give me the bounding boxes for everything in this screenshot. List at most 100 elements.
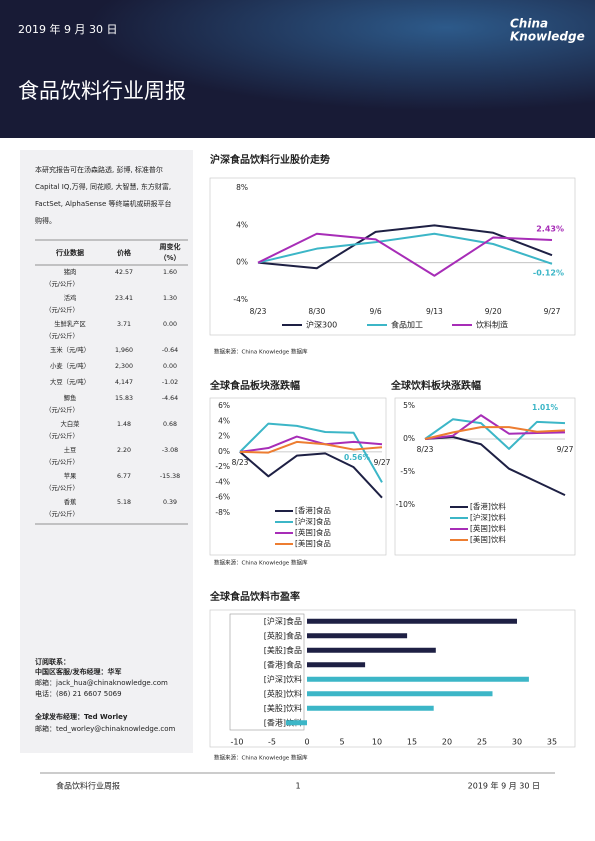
- row-price: 1.48: [117, 421, 131, 428]
- legend-label: 沪深300: [306, 320, 337, 330]
- x-tick-label: 15: [407, 738, 417, 747]
- header-date: 2019 年 9 月 30 日: [18, 22, 117, 36]
- row-price: 2,300: [115, 363, 133, 370]
- y-tick-label: [沪深]饮料: [264, 674, 302, 684]
- chart-title: 沪深食品饮料行业股价走势: [210, 153, 330, 166]
- header-title: 食品饮料行业周报: [18, 79, 186, 103]
- table-header: 价格: [117, 248, 132, 257]
- chart-source: 数据来源：China Knowledge 数据库: [214, 559, 308, 567]
- row-name: 猪肉: [64, 267, 77, 276]
- y-tick-label: -6%: [215, 493, 230, 502]
- bar: [307, 705, 434, 711]
- row-change: -0.64: [162, 347, 178, 354]
- legend-label: 饮料制造: [476, 320, 508, 330]
- contact: 邮箱：jack_hua@chinaknowledge.com: [35, 678, 168, 687]
- series-line: [424, 418, 566, 450]
- row-unit: （元/公斤）: [45, 457, 79, 466]
- row-price: 2.20: [117, 447, 131, 454]
- row-change: 0.68: [163, 421, 177, 428]
- series-line: [424, 436, 566, 497]
- x-tick-label: 8/23: [250, 307, 267, 316]
- chart-frame: [209, 397, 387, 556]
- bar: [307, 676, 529, 682]
- x-tick-label: 20: [442, 738, 452, 747]
- contact: 全球发布经理：Ted Worley: [34, 712, 128, 721]
- table-header: 周变化: [160, 242, 181, 251]
- row-unit: （元/公斤）: [45, 331, 79, 340]
- sidebar: [20, 150, 193, 753]
- x-tick-label: 9/27: [557, 445, 574, 454]
- chart-frame: [394, 397, 576, 556]
- y-tick-label: [沪深]食品: [264, 616, 302, 626]
- bar: [307, 633, 408, 639]
- legend-label: [沪深]饮料: [470, 512, 506, 522]
- row-price: 15.83: [115, 395, 133, 402]
- y-tick-label: 0%: [236, 258, 248, 267]
- chart-source: 数据来源：China Knowledge 数据库: [214, 348, 308, 356]
- x-tick-label: 9/27: [544, 307, 561, 316]
- series-line: [239, 422, 383, 483]
- y-tick-label: -4%: [215, 477, 230, 486]
- intro-line: FactSet, AlphaSense 等终端机或研报平台: [35, 199, 171, 208]
- row-price: 1,960: [115, 347, 133, 354]
- y-tick-label: 5%: [403, 401, 415, 410]
- y-tick-label: [英股]饮料: [264, 688, 302, 698]
- y-tick-label: -5%: [400, 467, 415, 476]
- chart-frame: [209, 609, 576, 748]
- row-change: 0.00: [163, 363, 177, 370]
- row-name: 大白菜: [61, 419, 81, 428]
- contact: 订阅联系：: [35, 657, 70, 666]
- x-tick-label: 30: [512, 738, 522, 747]
- chart-title: 全球饮料板块涨跌幅: [390, 379, 481, 392]
- series-line: [239, 435, 383, 453]
- brand: China: [510, 17, 548, 31]
- row-change: 0.00: [163, 321, 177, 328]
- series-line: [239, 440, 383, 454]
- x-tick-label: 25: [477, 738, 487, 747]
- contact: 电话：(86) 21 6607 5069: [35, 689, 122, 698]
- bar: [307, 618, 517, 624]
- intro-line: 购得。: [35, 216, 56, 225]
- y-tick-label: -4%: [233, 295, 248, 304]
- x-tick-label: 10: [372, 738, 382, 747]
- chart-frame: [209, 177, 576, 336]
- row-change: -3.08: [162, 447, 178, 454]
- y-tick-label: 4%: [218, 416, 230, 425]
- legend-label: [美国]饮料: [470, 534, 506, 544]
- value-label: -0.12%: [533, 268, 564, 277]
- series-line: [257, 224, 553, 270]
- row-name: 苹果: [64, 471, 77, 480]
- legend-label: [英国]食品: [295, 527, 331, 537]
- legend-label: [香港]饮料: [470, 501, 506, 511]
- x-tick-label: 0: [304, 738, 309, 747]
- page-number: 1: [295, 782, 300, 791]
- row-name: 土豆: [64, 445, 77, 454]
- y-tick-label: 6%: [218, 401, 230, 410]
- y-tick-label: [香港]饮料: [264, 717, 302, 727]
- legend-label: [沪深]食品: [295, 516, 331, 526]
- x-tick-label: -10: [230, 738, 243, 747]
- row-name: 活鸡: [64, 293, 77, 302]
- series-line: [257, 232, 553, 277]
- y-tick-label: [美股]食品: [264, 645, 302, 655]
- legend-label: [美国]食品: [295, 538, 331, 548]
- legend-label: 食品加工: [391, 320, 423, 330]
- row-price: 23.41: [115, 295, 133, 302]
- contact: 中国区客服/发布经理：华军: [35, 667, 122, 676]
- footer-date: 2019 年 9 月 30 日: [468, 781, 540, 791]
- row-name: 香蕉: [64, 497, 77, 506]
- bar: [307, 691, 493, 697]
- contact: 邮箱：ted_worley@chinaknowledge.com: [35, 724, 176, 733]
- intro-line: 本研究报告可在汤森路透, 彭博, 标准普尔: [35, 165, 163, 174]
- row-change: -15.38: [160, 473, 180, 480]
- intro-line: Capital IQ,万得, 同花顺, 大智慧, 东方财富,: [35, 182, 171, 191]
- y-tick-label: 8%: [236, 183, 248, 192]
- row-name: 玉米（元/吨）: [50, 345, 90, 354]
- row-unit: （元/公斤）: [45, 305, 79, 314]
- x-tick-label: 9/6: [370, 307, 382, 316]
- y-tick-label: -2%: [215, 462, 230, 471]
- row-change: -1.02: [162, 379, 178, 386]
- y-tick-label: -8%: [215, 508, 230, 517]
- bar: [286, 720, 307, 726]
